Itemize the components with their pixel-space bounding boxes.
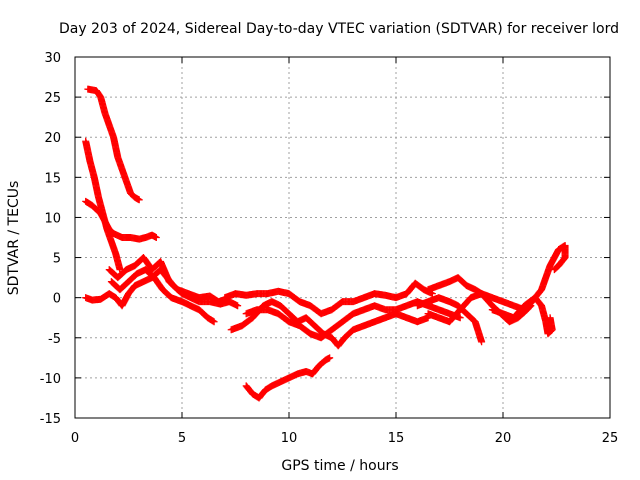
y-tick-label: 0 bbox=[53, 292, 61, 307]
series-track-10 bbox=[242, 354, 334, 402]
x-tick-label: 25 bbox=[602, 431, 619, 446]
y-tick-label: 30 bbox=[44, 51, 61, 66]
y-tick-label: 20 bbox=[44, 131, 61, 146]
y-tick-label: 10 bbox=[44, 211, 61, 226]
y-tick-label: 5 bbox=[53, 252, 61, 267]
data-point bbox=[546, 314, 554, 322]
x-tick-label: 5 bbox=[178, 431, 186, 446]
data-point bbox=[234, 302, 242, 310]
plot-frame bbox=[74, 56, 611, 419]
grid bbox=[75, 57, 610, 418]
data-point bbox=[152, 234, 160, 241]
chart-title: Day 203 of 2024, Sidereal Day-to-day VTE… bbox=[59, 21, 619, 37]
series-track-3 bbox=[82, 197, 160, 243]
data-point bbox=[135, 196, 143, 204]
data-point bbox=[478, 338, 486, 346]
series-track-15 bbox=[525, 242, 569, 310]
y-tick-label: -15 bbox=[40, 412, 61, 427]
data-point bbox=[550, 266, 558, 274]
y-tick-label: -10 bbox=[40, 372, 61, 387]
series-track-7 bbox=[221, 279, 436, 318]
series-track-5 bbox=[105, 254, 229, 306]
y-tick-label: 15 bbox=[44, 171, 61, 186]
x-axis-label: GPS time / hours bbox=[281, 458, 398, 474]
x-tick-label: 20 bbox=[495, 431, 512, 446]
x-tick-label: 0 bbox=[71, 431, 79, 446]
data-point bbox=[551, 265, 559, 273]
axis-ticks: 0 5 10 15 20 25 -15 -10 -5 0 5 10 15 20 25 30 bbox=[40, 51, 619, 446]
series-track-14 bbox=[488, 294, 556, 338]
y-tick-label: 25 bbox=[44, 91, 61, 106]
data-point bbox=[456, 314, 464, 322]
data-point bbox=[326, 354, 334, 362]
series-track-6 bbox=[107, 266, 218, 326]
x-tick-label: 15 bbox=[388, 431, 405, 446]
y-axis-label: SDTVAR / TECUs bbox=[6, 181, 22, 296]
x-tick-label: 10 bbox=[281, 431, 298, 446]
series-track-1 bbox=[84, 85, 143, 204]
data-points bbox=[82, 85, 569, 402]
data-point bbox=[210, 318, 218, 326]
y-tick-label: -5 bbox=[48, 332, 61, 347]
